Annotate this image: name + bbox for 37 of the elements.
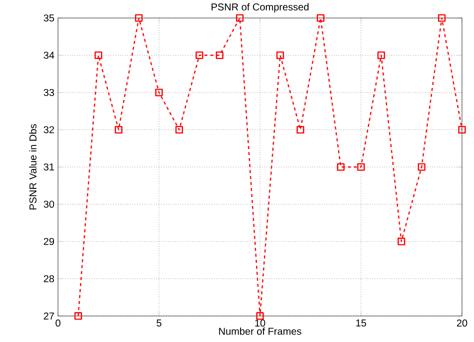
point (114, 126, 122, 134)
x-tick-label: 5 (156, 320, 162, 326)
y-tick-label: 33 (44, 88, 54, 96)
point (216, 51, 224, 60)
point (438, 14, 446, 22)
point (236, 14, 244, 22)
y-tick-label: 27 (44, 312, 54, 320)
x-tick-label: 15 (356, 320, 366, 326)
y-tick-label: 30 (44, 200, 54, 208)
x-tick-label: 10 (255, 320, 266, 327)
point (94, 51, 102, 60)
y-tick-label: 32 (44, 126, 54, 134)
y-tick-label: 31 (44, 163, 54, 171)
y-axis-title: PSNR Value in Dbs (29, 124, 36, 210)
point (377, 51, 385, 60)
point (316, 14, 324, 22)
point (74, 312, 82, 320)
x-axis-title: Number of Frames (219, 327, 302, 335)
point (336, 163, 345, 171)
y-tick-label: 28 (44, 275, 54, 282)
point (256, 312, 264, 320)
point (196, 51, 204, 60)
point (398, 238, 406, 246)
point (357, 163, 365, 171)
y-tick-label: 35 (44, 14, 54, 22)
point (175, 126, 183, 134)
point (418, 163, 426, 171)
x-tick-label: 20 (456, 320, 468, 327)
point (276, 51, 284, 60)
y-tick-label: 29 (44, 238, 54, 246)
point (296, 126, 304, 134)
x-tick-label: 0 (56, 320, 60, 327)
point (458, 126, 466, 134)
point (155, 88, 163, 96)
point (135, 14, 143, 22)
chart-title: PSNR of Compressed (212, 3, 309, 12)
y-tick-label: 34 (44, 52, 54, 59)
